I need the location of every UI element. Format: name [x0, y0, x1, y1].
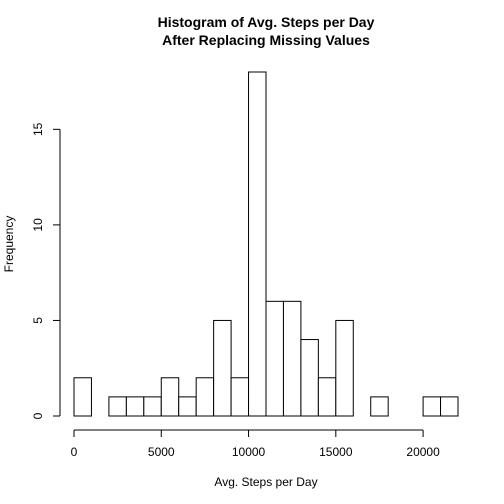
histogram-bar — [125, 396, 145, 417]
x-tick-label: 0 — [71, 445, 78, 459]
x-axis-label: Avg. Steps per Day — [214, 475, 317, 489]
x-tick-label: 15000 — [319, 445, 353, 459]
histogram-bar — [282, 300, 302, 417]
histogram-bars — [73, 71, 459, 417]
y-tick-label: 10 — [31, 218, 45, 232]
histogram-bar — [440, 396, 459, 417]
histogram-bar — [73, 377, 92, 417]
histogram-bar — [317, 377, 337, 417]
histogram-bar — [230, 377, 250, 417]
x-tick-label: 10000 — [232, 445, 266, 459]
histogram-bar — [160, 377, 180, 417]
chart-title-line-1: Histogram of Avg. Steps per Day — [158, 14, 375, 30]
histogram-bar — [370, 396, 389, 417]
histogram-bar — [143, 396, 162, 417]
x-axis: 0 5000 10000 15000 20000 — [71, 429, 440, 459]
y-tick-label: 0 — [31, 412, 45, 419]
histogram-bar — [300, 339, 319, 417]
chart-title-line-2: After Replacing Missing Values — [162, 32, 370, 48]
y-axis-label: Frequency — [2, 216, 16, 273]
y-tick-label: 5 — [31, 317, 45, 324]
histogram-bar — [108, 396, 127, 417]
histogram-bar — [265, 300, 284, 417]
histogram-bar — [195, 377, 215, 417]
histogram-bar — [335, 319, 354, 417]
histogram-bar — [178, 396, 197, 417]
x-tick-label: 20000 — [406, 445, 440, 459]
y-axis: 0 5 10 15 — [31, 122, 61, 419]
histogram-bar — [213, 319, 232, 417]
histogram-bar — [422, 396, 442, 417]
y-tick-label: 15 — [31, 122, 45, 136]
x-tick-label: 5000 — [148, 445, 175, 459]
histogram-bar — [248, 71, 267, 417]
